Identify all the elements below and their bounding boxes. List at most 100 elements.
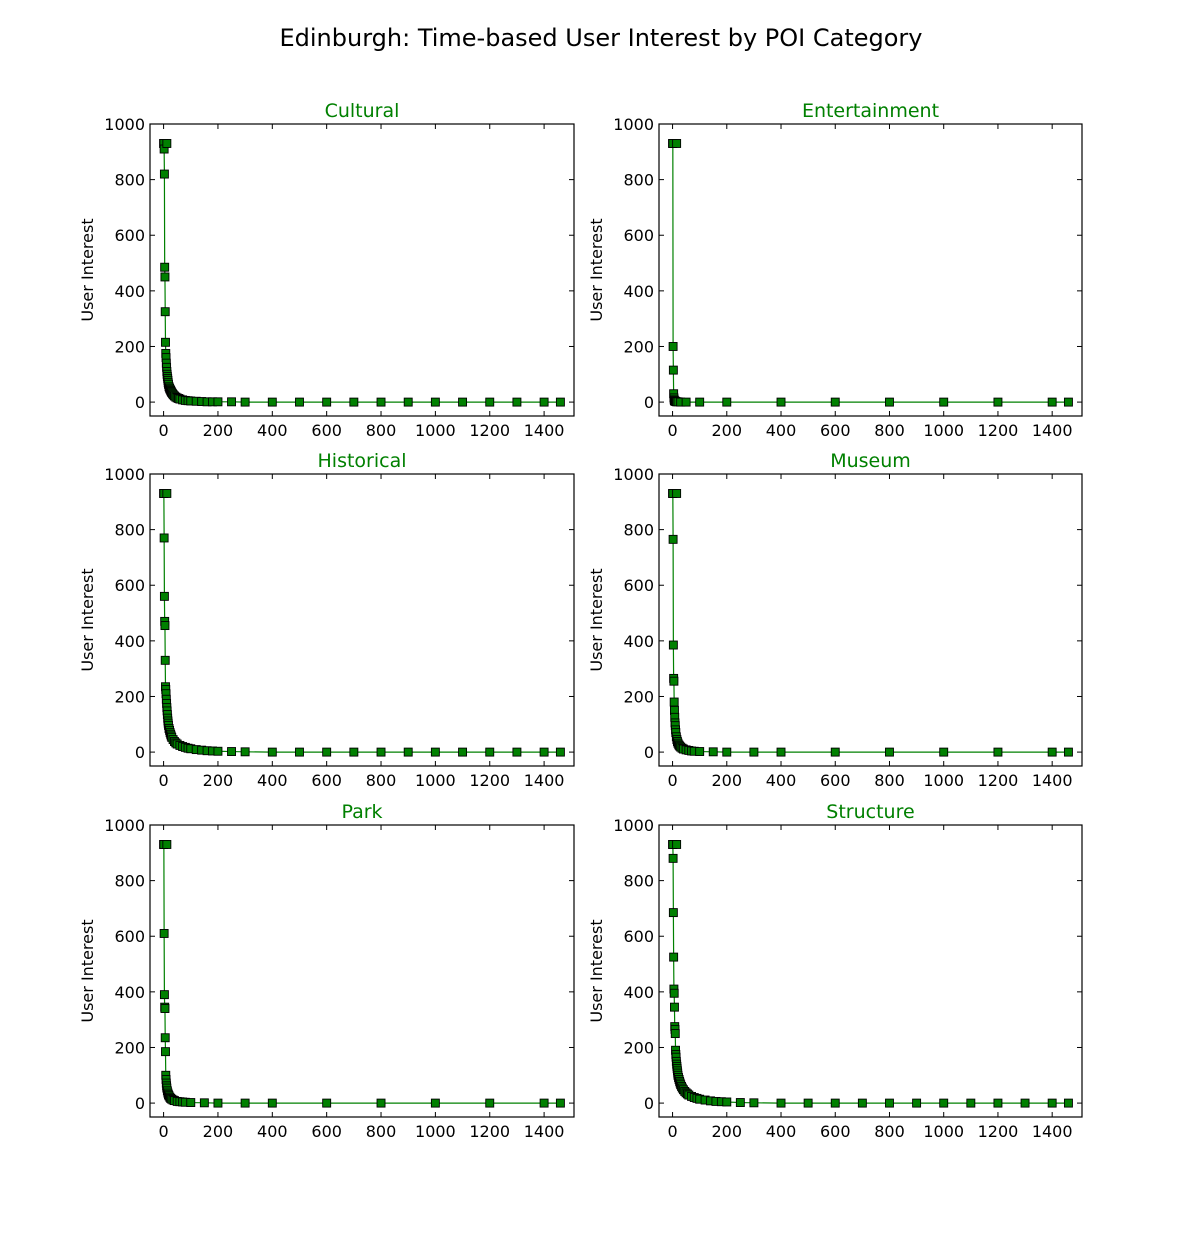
data-point bbox=[430, 747, 440, 757]
data-point bbox=[939, 747, 949, 757]
x-tick-label: 800 bbox=[366, 771, 397, 790]
x-tick-label: 400 bbox=[257, 1122, 288, 1141]
data-point bbox=[857, 1098, 867, 1108]
data-point bbox=[672, 139, 682, 148]
x-tick-label: 800 bbox=[366, 421, 397, 440]
data-point bbox=[159, 169, 169, 179]
y-tick-label: 400 bbox=[114, 632, 145, 651]
data-point bbox=[776, 747, 786, 757]
data-point bbox=[240, 747, 250, 757]
data-point bbox=[539, 397, 549, 407]
data-point bbox=[160, 272, 170, 282]
data-point bbox=[186, 1098, 196, 1107]
x-tick-label: 600 bbox=[311, 771, 342, 790]
x-tick-label: 200 bbox=[712, 771, 743, 790]
data-point bbox=[668, 342, 678, 351]
data-point bbox=[322, 1098, 332, 1108]
data-point bbox=[669, 676, 679, 686]
panel-title-historical: Historical bbox=[318, 450, 407, 472]
y-tick-label: 200 bbox=[114, 1038, 145, 1057]
x-tick-label: 200 bbox=[203, 1122, 234, 1141]
data-point bbox=[539, 747, 549, 757]
data-point bbox=[227, 397, 236, 407]
x-tick-label: 200 bbox=[203, 771, 234, 790]
data-point bbox=[749, 1098, 759, 1108]
data-point bbox=[430, 1098, 440, 1108]
data-point bbox=[349, 397, 359, 407]
y-tick-label: 1000 bbox=[104, 465, 145, 484]
data-point bbox=[1020, 1098, 1030, 1108]
data-point bbox=[668, 365, 678, 375]
x-tick-label: 1200 bbox=[469, 1122, 510, 1141]
data-point bbox=[349, 747, 359, 757]
x-tick-label: 600 bbox=[311, 421, 342, 440]
y-tick-label: 800 bbox=[623, 171, 654, 190]
data-point bbox=[295, 397, 304, 407]
data-point bbox=[668, 853, 678, 863]
data-point bbox=[993, 397, 1003, 407]
data-point bbox=[240, 1098, 250, 1108]
data-point bbox=[1063, 747, 1073, 757]
data-point bbox=[1047, 1098, 1057, 1108]
y-tick-label: 0 bbox=[135, 1094, 145, 1113]
y-axis-label: User Interest bbox=[587, 919, 606, 1022]
data-point bbox=[993, 747, 1003, 757]
data-point bbox=[939, 397, 949, 407]
x-tick-label: 0 bbox=[158, 421, 168, 440]
panel-title-cultural: Cultural bbox=[325, 100, 400, 122]
x-tick-label: 1000 bbox=[415, 771, 456, 790]
data-point bbox=[993, 1098, 1003, 1108]
data-point bbox=[160, 1033, 170, 1043]
data-point bbox=[512, 747, 522, 757]
y-tick-label: 1000 bbox=[613, 465, 654, 484]
data-point bbox=[159, 929, 169, 938]
data-point bbox=[240, 397, 250, 407]
y-axis-label: User Interest bbox=[78, 568, 97, 671]
x-tick-label: 0 bbox=[158, 1122, 168, 1141]
data-point bbox=[1047, 397, 1057, 407]
data-point bbox=[403, 397, 413, 407]
x-tick-label: 1400 bbox=[524, 771, 565, 790]
x-tick-label: 1000 bbox=[923, 771, 964, 790]
data-point bbox=[912, 1098, 922, 1108]
x-tick-label: 1400 bbox=[524, 1122, 565, 1141]
data-point bbox=[668, 534, 678, 544]
panel-title-structure: Structure bbox=[826, 801, 914, 823]
data-point bbox=[966, 1098, 976, 1108]
data-point bbox=[776, 1098, 786, 1108]
data-point bbox=[735, 1098, 745, 1107]
data-point bbox=[322, 397, 332, 407]
data-point bbox=[322, 747, 332, 757]
y-tick-label: 400 bbox=[623, 632, 654, 651]
y-tick-label: 600 bbox=[114, 226, 145, 245]
y-tick-label: 600 bbox=[623, 927, 654, 946]
x-tick-label: 1400 bbox=[1032, 771, 1073, 790]
data-point bbox=[708, 747, 718, 757]
data-point bbox=[458, 397, 468, 407]
x-tick-label: 1200 bbox=[978, 421, 1019, 440]
data-point bbox=[162, 139, 172, 148]
axes-frame bbox=[149, 473, 575, 767]
y-tick-label: 400 bbox=[623, 282, 654, 301]
x-tick-label: 1000 bbox=[923, 421, 964, 440]
data-point bbox=[681, 397, 691, 407]
x-tick-label: 600 bbox=[820, 771, 851, 790]
data-point bbox=[199, 1098, 209, 1108]
x-tick-label: 1000 bbox=[923, 1122, 964, 1141]
y-tick-label: 0 bbox=[644, 393, 654, 412]
data-point bbox=[803, 1098, 813, 1108]
y-tick-label: 400 bbox=[114, 282, 145, 301]
data-point bbox=[162, 489, 172, 498]
panel-title-museum: Museum bbox=[830, 450, 911, 472]
data-point bbox=[749, 747, 759, 757]
x-tick-label: 400 bbox=[766, 1122, 797, 1141]
x-tick-label: 800 bbox=[874, 771, 905, 790]
data-point bbox=[1063, 397, 1073, 407]
data-point bbox=[227, 747, 236, 756]
y-tick-label: 1000 bbox=[104, 115, 145, 134]
axes-frame bbox=[149, 824, 575, 1118]
data-point bbox=[776, 397, 786, 407]
data-point bbox=[458, 747, 468, 757]
